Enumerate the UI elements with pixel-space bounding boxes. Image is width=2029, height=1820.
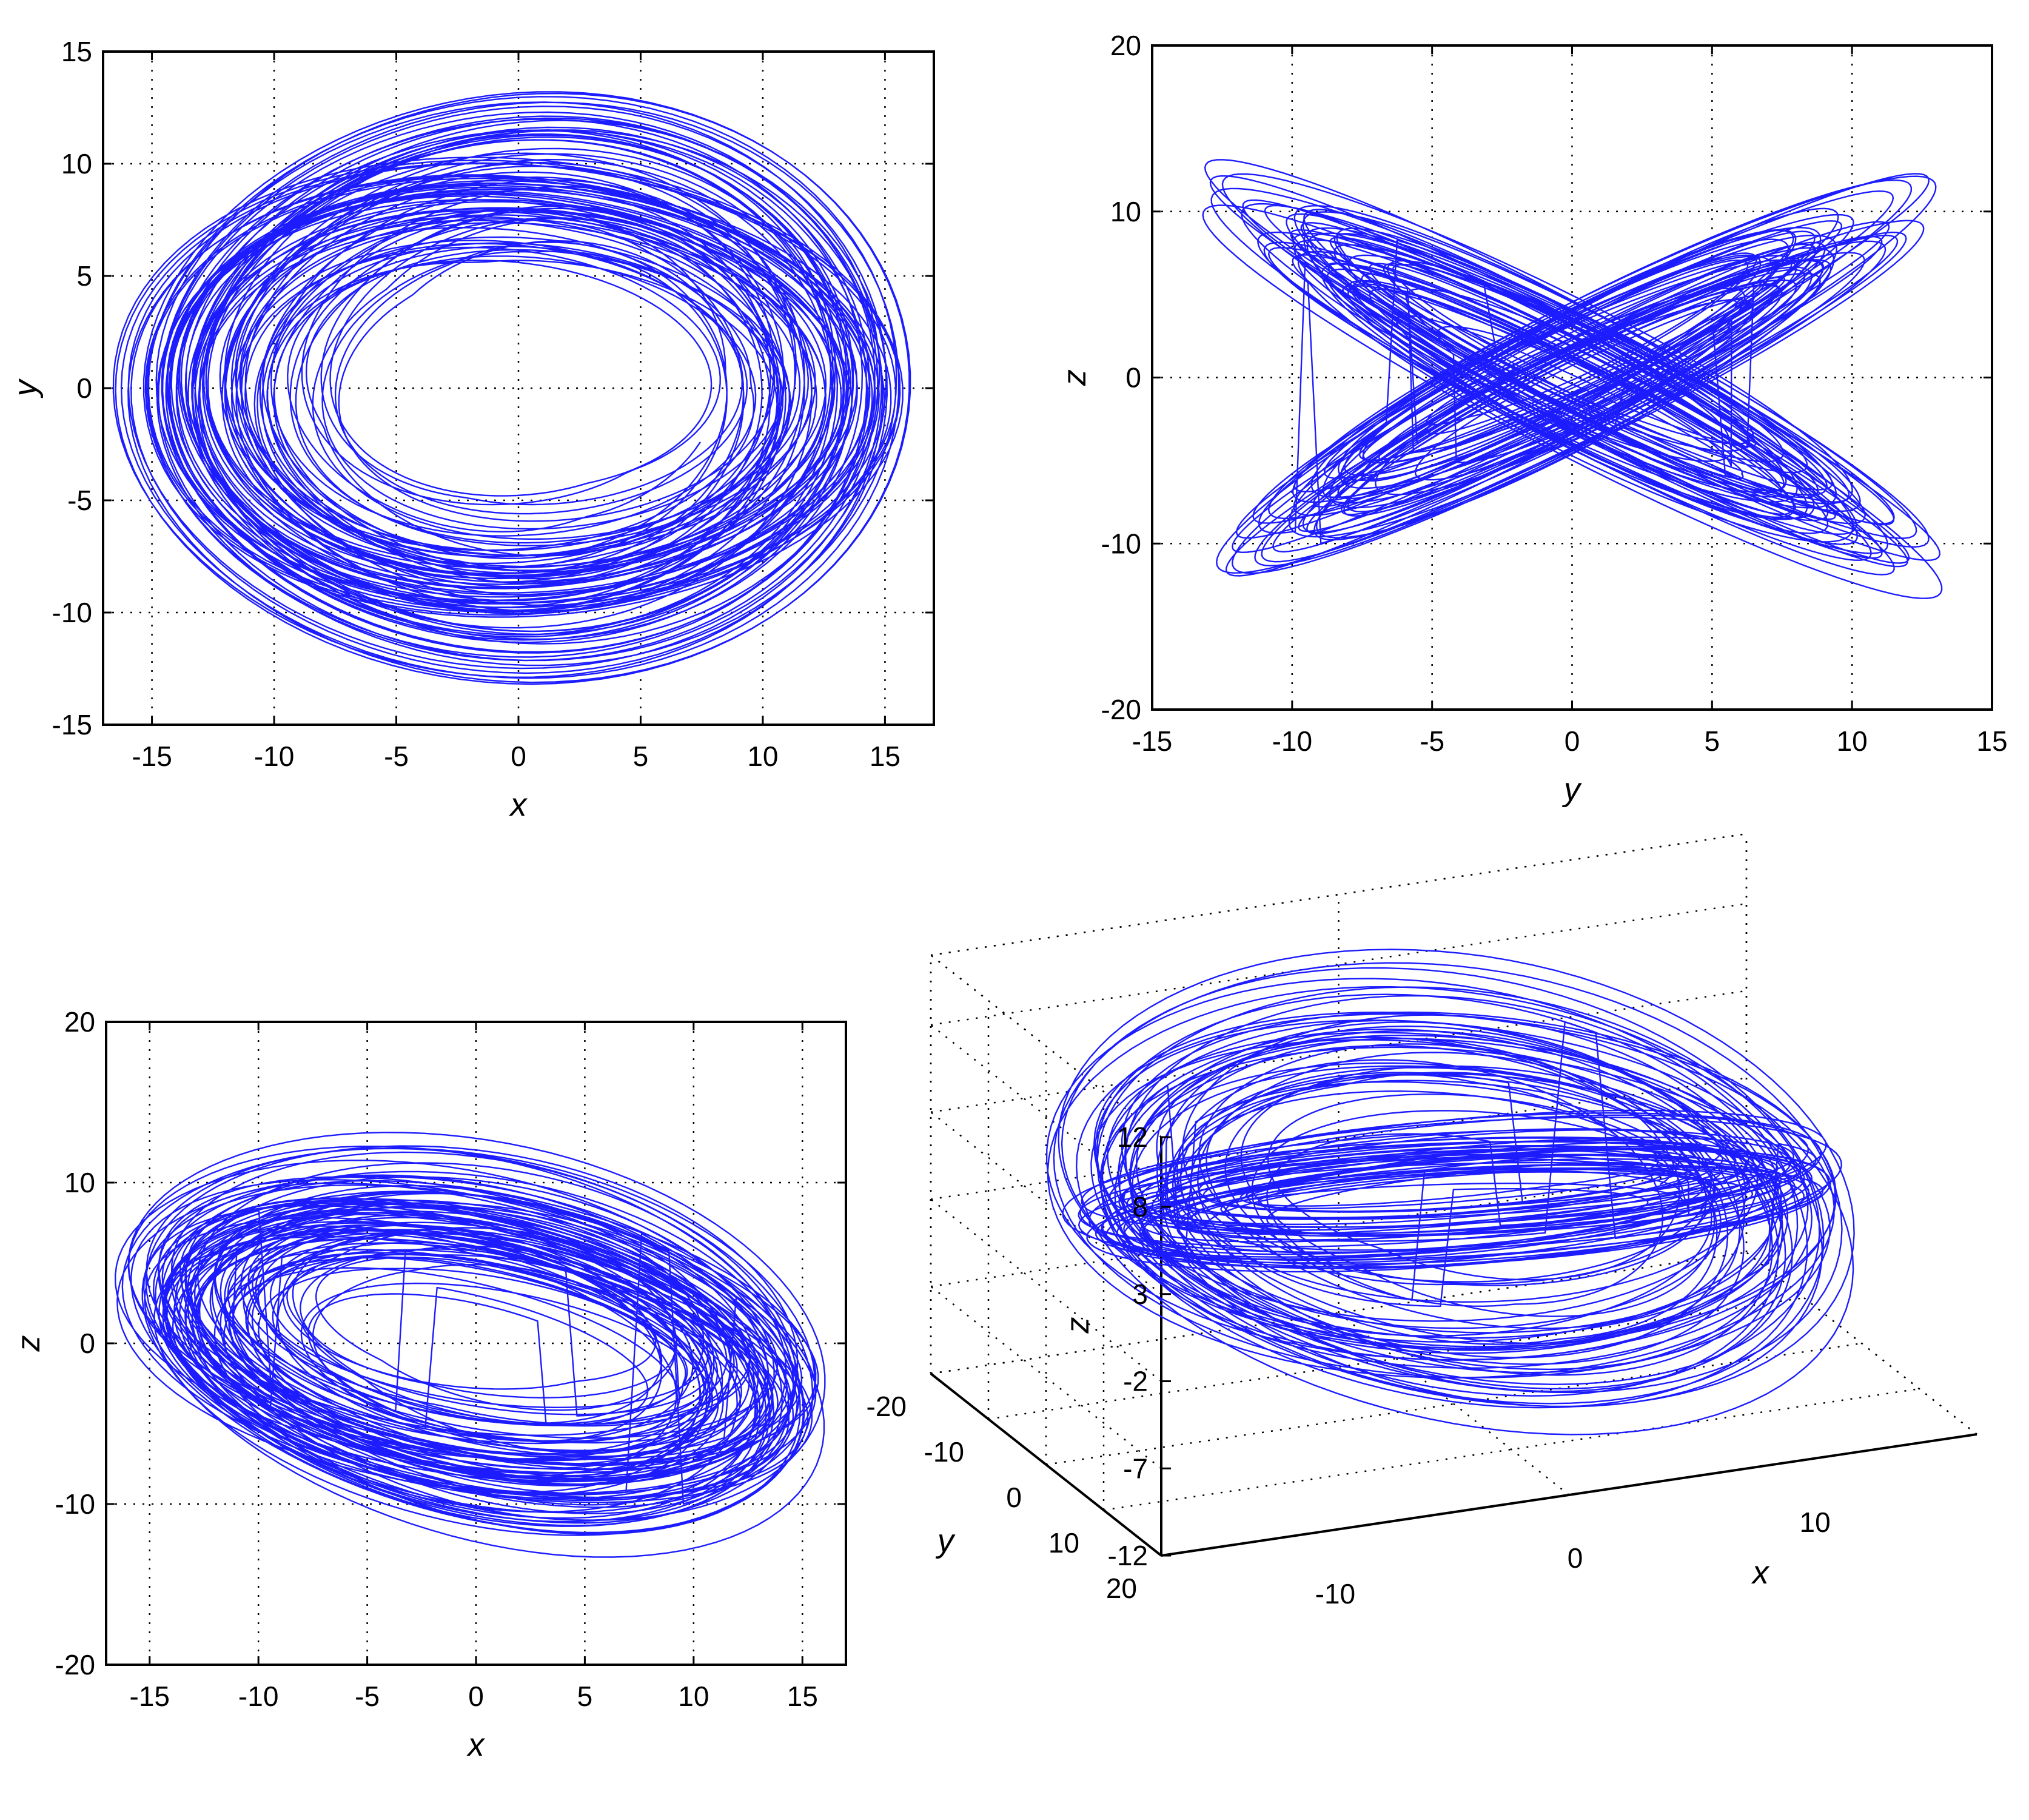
tick-label-x: 0: [511, 740, 526, 772]
tick-label-x: -10: [254, 740, 294, 772]
tick-label-y: 20: [64, 1006, 95, 1038]
grid-line-z: [930, 1164, 1747, 1288]
tick-label-y: 20: [1106, 1573, 1137, 1604]
grid-line-y: [1103, 1388, 1920, 1511]
tick-label-y: 0: [1125, 362, 1141, 394]
tick-label-y: 10: [64, 1167, 95, 1198]
tick-label-z: 3: [1132, 1278, 1148, 1310]
tick-label-y: -10: [52, 597, 92, 628]
tick-label-x: 5: [577, 1681, 593, 1712]
tick-label-x: 5: [1705, 725, 1720, 757]
y-axis-label: z: [1056, 369, 1093, 386]
x-axis-label: y: [1561, 771, 1582, 808]
grid-line-z: [930, 1024, 1162, 1207]
y-axis-line: [930, 1372, 1162, 1557]
tick-label-z: -7: [1123, 1452, 1148, 1484]
tick-label-y: -20: [867, 1391, 907, 1422]
panel-xz-phase-portrait: -15 -10 -5 0 5 10 15 -20 -10 0 10 20 x z: [10, 1006, 847, 1763]
tick-label-x: 0: [468, 1681, 484, 1712]
tick-label-y: -20: [55, 1649, 95, 1681]
tick-label-x: 15: [870, 740, 900, 772]
trajectory-line: [112, 91, 911, 685]
grid-line-z: [930, 1111, 1162, 1295]
y-axis-label: y: [7, 378, 44, 399]
tick-label-x: -15: [130, 1681, 170, 1712]
grid-line-z: [930, 902, 1747, 1026]
tick-label-x: -10: [1272, 725, 1312, 757]
panel-xy-phase-portrait: -15 -10 -5 0 5 10 15 -15 -10 -5 0 5 10 15 x y: [7, 36, 935, 823]
tick-label-y: 10: [1110, 196, 1141, 227]
tick-label-z: -12: [1108, 1540, 1148, 1571]
x-axis-line: [1161, 1433, 1977, 1557]
panel-xyz-3d-portrait: -12 -7 -2 3 8 12 -10 0 10 -20 -10 0 10 20 z x y: [867, 833, 1977, 1610]
tick-label-x: 10: [747, 740, 778, 772]
tick-label-y: 10: [1048, 1527, 1079, 1559]
grid-line-z: [930, 1251, 1747, 1375]
grid-line: [1746, 1252, 1977, 1435]
tick-label-y: -5: [67, 485, 92, 516]
tick-label-y: 5: [76, 260, 92, 292]
tick-label-y: 20: [1110, 30, 1141, 61]
tick-label-x: -10: [1315, 1578, 1355, 1610]
x-axis-label: x: [509, 787, 528, 823]
x-axis-label: x: [466, 1727, 486, 1763]
grid-line: [930, 833, 1747, 956]
axes-frame: [1151, 44, 1993, 711]
tick-label-y: -20: [1101, 694, 1141, 725]
tick-label-y: 0: [79, 1328, 95, 1359]
grid-line-z: [930, 1077, 1747, 1200]
grid-line: [930, 955, 1162, 1138]
tick-label-y: 0: [1006, 1482, 1022, 1513]
tick-label-y: 15: [61, 36, 92, 67]
tick-label-x: -15: [1132, 725, 1172, 757]
grid-line-y: [1045, 1342, 1862, 1466]
tick-label-x: 15: [787, 1681, 818, 1712]
tick-label-y: 10: [61, 148, 92, 180]
tick-label-x: 5: [633, 740, 649, 772]
tick-label-y: -10: [55, 1488, 95, 1520]
tick-label-x: 10: [1800, 1506, 1831, 1538]
tick-label-z: 12: [1117, 1121, 1148, 1153]
tick-label-x: 10: [1837, 725, 1868, 757]
axes-frame: [102, 50, 935, 726]
panel-yz-phase-portrait: -15 -10 -5 0 5 10 15 -20 -10 0 10 20 y z: [1056, 30, 2008, 808]
y-axis-label: y: [935, 1523, 956, 1559]
tick-label-x: -15: [132, 740, 172, 772]
trajectory-line: [1202, 159, 1943, 599]
tick-label-z: -2: [1123, 1366, 1148, 1397]
tick-label-x: -5: [355, 1681, 380, 1712]
grid-line-y: [988, 1297, 1805, 1420]
z-axis-label: z: [1059, 1317, 1096, 1334]
tick-label-x: -5: [384, 740, 409, 772]
tick-label-y: 0: [76, 372, 92, 404]
trajectory-line: [115, 1132, 826, 1558]
tick-label-z: 8: [1132, 1191, 1148, 1223]
y-axis-label: z: [10, 1335, 47, 1352]
tick-label-y: -10: [924, 1436, 964, 1468]
tick-label-x: 10: [678, 1681, 709, 1712]
tick-label-x: -10: [238, 1681, 278, 1712]
axes-frame: [105, 1021, 847, 1666]
tick-label-y: -15: [52, 709, 92, 740]
tick-label-x: 0: [1568, 1542, 1583, 1574]
grid-line-z: [930, 1198, 1162, 1382]
grid-line-z: [930, 1286, 1162, 1469]
trajectory-line: [1045, 949, 1855, 1436]
tick-label-x: -5: [1420, 725, 1444, 757]
tick-label-x: 0: [1565, 725, 1580, 757]
tick-label-y: -10: [1101, 528, 1141, 559]
grid-line-x: [1338, 1312, 1570, 1496]
x-axis-label: x: [1751, 1554, 1770, 1591]
tick-label-x: 15: [1976, 725, 2007, 757]
